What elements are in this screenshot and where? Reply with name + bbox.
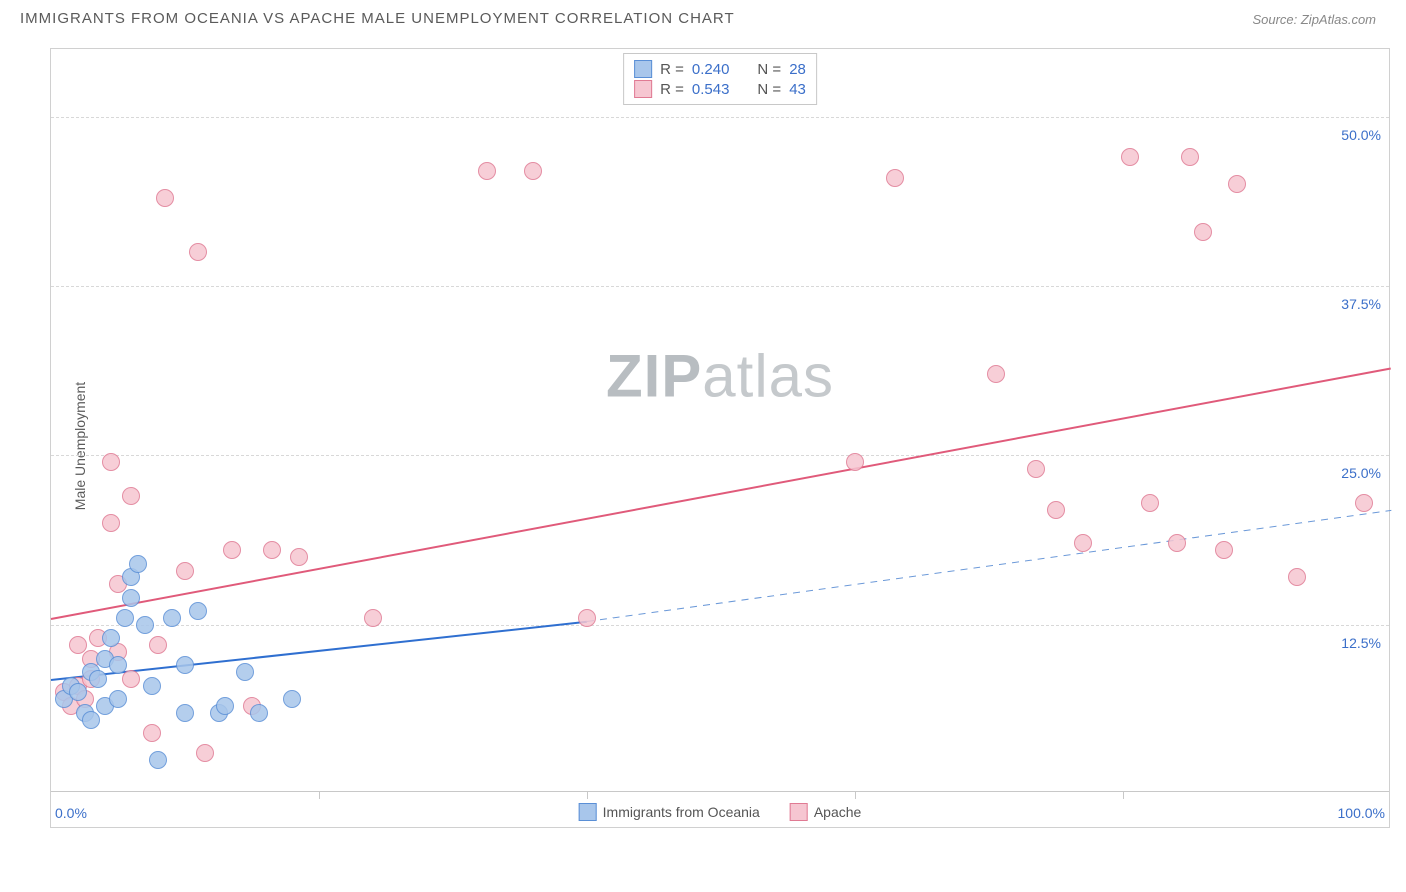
x-tick bbox=[319, 792, 320, 799]
data-point bbox=[223, 541, 241, 559]
legend-swatch bbox=[790, 803, 808, 821]
legend-series: Immigrants from Oceania Apache bbox=[579, 803, 862, 821]
data-point bbox=[176, 656, 194, 674]
legend-item: Apache bbox=[790, 803, 861, 821]
r-value: 0.240 bbox=[692, 61, 730, 78]
data-point bbox=[122, 487, 140, 505]
y-tick-label: 12.5% bbox=[1341, 635, 1381, 651]
data-point bbox=[116, 609, 134, 627]
data-point bbox=[122, 670, 140, 688]
data-point bbox=[1288, 568, 1306, 586]
n-value: 28 bbox=[789, 61, 806, 78]
data-point bbox=[122, 589, 140, 607]
y-tick-label: 37.5% bbox=[1341, 296, 1381, 312]
data-point bbox=[1027, 460, 1045, 478]
gridline-h bbox=[51, 625, 1389, 626]
x-tick bbox=[1123, 792, 1124, 799]
data-point bbox=[886, 169, 904, 187]
title-bar: IMMIGRANTS FROM OCEANIA VS APACHE MALE U… bbox=[20, 10, 1386, 40]
x-tick bbox=[855, 792, 856, 799]
data-point bbox=[189, 243, 207, 261]
data-point bbox=[89, 670, 107, 688]
data-point bbox=[69, 683, 87, 701]
legend-swatch bbox=[634, 80, 652, 98]
n-label: N = bbox=[757, 61, 781, 78]
data-point bbox=[987, 365, 1005, 383]
data-point bbox=[109, 656, 127, 674]
data-point bbox=[250, 704, 268, 722]
r-label: R = bbox=[660, 81, 684, 98]
data-point bbox=[578, 609, 596, 627]
data-point bbox=[290, 548, 308, 566]
data-point bbox=[82, 711, 100, 729]
x-tick-label: 100.0% bbox=[1338, 805, 1385, 821]
n-label: N = bbox=[757, 81, 781, 98]
data-point bbox=[1047, 501, 1065, 519]
watermark-bold: ZIP bbox=[606, 342, 702, 409]
n-value: 43 bbox=[789, 81, 806, 98]
data-point bbox=[109, 690, 127, 708]
trend-line-apache bbox=[51, 367, 1391, 620]
data-point bbox=[102, 629, 120, 647]
data-point bbox=[176, 562, 194, 580]
data-point bbox=[283, 690, 301, 708]
data-point bbox=[846, 453, 864, 471]
watermark: ZIPatlas bbox=[606, 341, 834, 410]
data-point bbox=[149, 751, 167, 769]
legend-label: Immigrants from Oceania bbox=[603, 804, 760, 820]
gridline-h bbox=[51, 286, 1389, 287]
chart-plot-area: ZIPatlas 12.5% 25.0% 37.5% 50.0% 0.0% 100.0% R… bbox=[50, 48, 1390, 828]
watermark-rest: atlas bbox=[702, 342, 834, 409]
data-point bbox=[236, 663, 254, 681]
x-axis bbox=[51, 791, 1389, 792]
data-point bbox=[364, 609, 382, 627]
data-point bbox=[143, 677, 161, 695]
data-point bbox=[263, 541, 281, 559]
y-tick-label: 25.0% bbox=[1341, 465, 1381, 481]
data-point bbox=[478, 162, 496, 180]
data-point bbox=[216, 697, 234, 715]
x-tick-label: 0.0% bbox=[55, 805, 87, 821]
legend-stats-row: R = 0.543 N = 43 bbox=[634, 80, 806, 98]
data-point bbox=[189, 602, 207, 620]
legend-stats-row: R = 0.240 N = 28 bbox=[634, 60, 806, 78]
data-point bbox=[1194, 223, 1212, 241]
trend-line-oceania-ext bbox=[587, 510, 1391, 622]
chart-title: IMMIGRANTS FROM OCEANIA VS APACHE MALE U… bbox=[20, 10, 735, 27]
data-point bbox=[1121, 148, 1139, 166]
data-point bbox=[136, 616, 154, 634]
legend-swatch bbox=[579, 803, 597, 821]
data-point bbox=[1141, 494, 1159, 512]
data-point bbox=[163, 609, 181, 627]
y-tick-label: 50.0% bbox=[1341, 127, 1381, 143]
data-point bbox=[143, 724, 161, 742]
data-point bbox=[196, 744, 214, 762]
legend-stats: R = 0.240 N = 28 R = 0.543 N = 43 bbox=[623, 53, 817, 105]
data-point bbox=[1074, 534, 1092, 552]
gridline-h bbox=[51, 117, 1389, 118]
data-point bbox=[129, 555, 147, 573]
data-point bbox=[102, 514, 120, 532]
legend-label: Apache bbox=[814, 804, 861, 820]
data-point bbox=[1355, 494, 1373, 512]
data-point bbox=[1228, 175, 1246, 193]
data-point bbox=[102, 453, 120, 471]
data-point bbox=[1168, 534, 1186, 552]
gridline-h bbox=[51, 455, 1389, 456]
data-point bbox=[149, 636, 167, 654]
source-label: Source: ZipAtlas.com bbox=[1252, 12, 1376, 27]
data-point bbox=[156, 189, 174, 207]
x-tick bbox=[587, 792, 588, 799]
r-label: R = bbox=[660, 61, 684, 78]
legend-swatch bbox=[634, 60, 652, 78]
data-point bbox=[1181, 148, 1199, 166]
data-point bbox=[1215, 541, 1233, 559]
data-point bbox=[176, 704, 194, 722]
legend-item: Immigrants from Oceania bbox=[579, 803, 760, 821]
r-value: 0.543 bbox=[692, 81, 730, 98]
data-point bbox=[524, 162, 542, 180]
